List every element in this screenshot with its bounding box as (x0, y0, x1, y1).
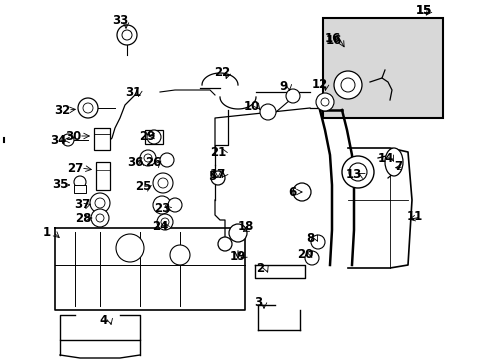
Circle shape (91, 209, 109, 227)
Circle shape (210, 171, 224, 185)
Text: 36: 36 (126, 156, 143, 168)
Text: 9: 9 (278, 80, 286, 93)
Circle shape (315, 93, 333, 111)
Circle shape (157, 214, 173, 230)
Text: 1: 1 (43, 225, 51, 238)
Text: 4: 4 (100, 314, 108, 327)
Circle shape (147, 130, 161, 144)
Text: 30: 30 (65, 130, 81, 143)
Text: 16: 16 (325, 33, 342, 46)
Text: 7: 7 (393, 161, 401, 174)
Text: 34: 34 (50, 134, 66, 147)
Text: 21: 21 (209, 145, 225, 158)
Circle shape (116, 234, 143, 262)
Circle shape (333, 71, 361, 99)
Circle shape (83, 103, 93, 113)
Circle shape (117, 25, 137, 45)
Text: 18: 18 (237, 220, 254, 234)
Text: 28: 28 (75, 211, 91, 225)
Circle shape (285, 89, 299, 103)
Circle shape (305, 251, 318, 265)
Text: 37: 37 (74, 198, 90, 211)
Bar (323, 18, 442, 118)
Text: 20: 20 (296, 248, 312, 261)
Text: 6: 6 (287, 185, 296, 198)
Bar (96, 162, 110, 190)
Text: 12: 12 (311, 78, 327, 91)
Circle shape (62, 134, 74, 146)
Circle shape (90, 193, 110, 213)
Circle shape (228, 224, 246, 242)
Circle shape (310, 235, 325, 249)
Text: 26: 26 (144, 157, 161, 170)
Circle shape (341, 156, 373, 188)
Circle shape (340, 78, 354, 92)
Text: 35: 35 (52, 179, 68, 192)
Circle shape (74, 176, 86, 188)
Text: 15: 15 (415, 4, 431, 17)
Text: 3: 3 (253, 296, 262, 309)
Circle shape (348, 163, 366, 181)
Text: 14: 14 (377, 152, 393, 165)
Text: 32: 32 (54, 104, 70, 117)
Text: 31: 31 (124, 86, 141, 99)
Text: 29: 29 (139, 130, 155, 143)
Text: 17: 17 (209, 168, 225, 181)
Circle shape (95, 198, 105, 208)
Bar (145, 130, 163, 144)
Text: 11: 11 (406, 211, 422, 224)
Circle shape (153, 173, 173, 193)
Circle shape (140, 150, 156, 166)
Text: 25: 25 (135, 180, 151, 194)
Circle shape (170, 245, 190, 265)
Text: 13: 13 (345, 167, 362, 180)
Text: 24: 24 (151, 220, 168, 233)
Circle shape (292, 183, 310, 201)
Circle shape (320, 98, 328, 106)
Circle shape (260, 104, 275, 120)
Text: 16: 16 (324, 31, 341, 45)
Circle shape (96, 214, 104, 222)
Text: 8: 8 (305, 231, 313, 244)
Text: 19: 19 (229, 249, 245, 262)
Text: 5: 5 (207, 171, 216, 184)
Circle shape (218, 237, 231, 251)
Bar (74, 185, 86, 193)
Text: 33: 33 (112, 13, 128, 27)
Text: 27: 27 (67, 162, 83, 175)
Circle shape (158, 178, 168, 188)
Text: 10: 10 (244, 100, 260, 113)
Text: 2: 2 (255, 261, 264, 274)
Text: 22: 22 (213, 67, 230, 80)
Circle shape (78, 98, 98, 118)
Bar (94, 128, 110, 150)
Text: 15: 15 (415, 4, 431, 17)
Text: 23: 23 (154, 202, 170, 215)
Circle shape (168, 198, 182, 212)
Circle shape (161, 218, 169, 226)
Circle shape (143, 154, 152, 162)
Ellipse shape (384, 148, 402, 176)
Circle shape (160, 153, 174, 167)
Circle shape (122, 30, 132, 40)
Circle shape (153, 196, 171, 214)
